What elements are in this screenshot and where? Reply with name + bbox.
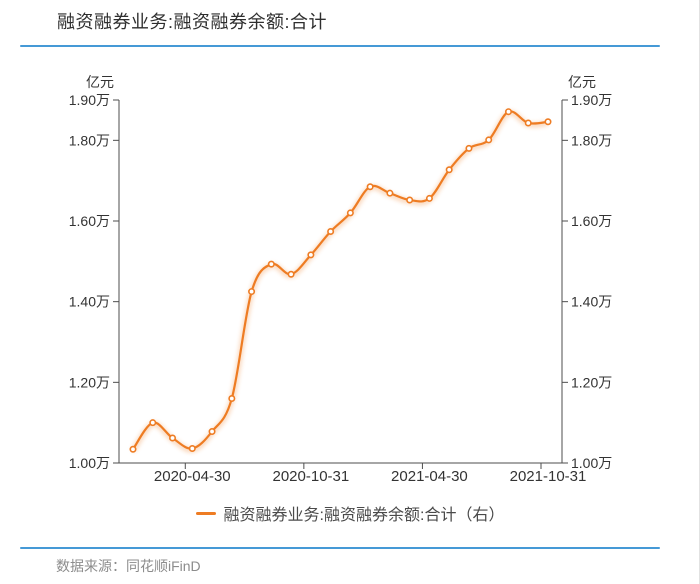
svg-text:1.60万: 1.60万 — [571, 213, 612, 229]
svg-text:1.80万: 1.80万 — [69, 132, 110, 148]
svg-text:2020-04-30: 2020-04-30 — [154, 468, 231, 485]
legend-label: 融资融券业务:融资融券余额:合计（右） — [223, 507, 505, 524]
svg-text:2021-10-31: 2021-10-31 — [510, 468, 587, 485]
svg-text:1.60万: 1.60万 — [69, 213, 110, 229]
footer-divider — [20, 547, 660, 549]
svg-text:1.20万: 1.20万 — [69, 374, 110, 390]
header-divider — [20, 45, 660, 47]
chart-title: 融资融券业务:融资融券余额:合计 — [57, 12, 328, 32]
svg-text:1.00万: 1.00万 — [69, 455, 110, 471]
svg-text:2021-04-30: 2021-04-30 — [391, 468, 468, 485]
legend[interactable]: 融资融券业务:融资融券余额:合计（右） — [0, 501, 700, 525]
svg-text:2020-10-31: 2020-10-31 — [272, 468, 349, 485]
legend-line-marker — [195, 511, 216, 515]
svg-text:1.80万: 1.80万 — [571, 132, 612, 148]
svg-text:亿元: 亿元 — [86, 74, 114, 90]
svg-text:1.20万: 1.20万 — [571, 374, 612, 390]
svg-text:1.40万: 1.40万 — [69, 294, 110, 310]
svg-text:1.40万: 1.40万 — [571, 294, 612, 310]
svg-text:1.00万: 1.00万 — [571, 455, 612, 471]
svg-text:1.90万: 1.90万 — [69, 92, 110, 108]
svg-text:亿元: 亿元 — [568, 74, 596, 90]
svg-text:1.90万: 1.90万 — [571, 92, 612, 108]
data-source-text: 数据来源：同花顺iFinD — [56, 558, 201, 574]
